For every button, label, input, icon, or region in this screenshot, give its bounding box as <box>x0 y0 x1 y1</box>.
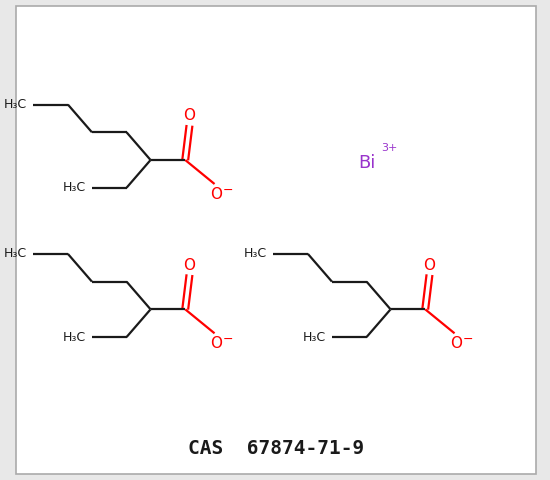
Text: H₃C: H₃C <box>4 98 27 111</box>
Text: H₃C: H₃C <box>244 247 267 260</box>
Text: Bi: Bi <box>359 154 376 172</box>
Text: H₃C: H₃C <box>62 181 85 194</box>
Text: −: − <box>463 333 473 346</box>
Text: O: O <box>424 258 436 273</box>
Text: O: O <box>184 108 195 123</box>
Text: O: O <box>184 258 195 273</box>
Text: H₃C: H₃C <box>4 247 27 260</box>
Text: H₃C: H₃C <box>62 331 85 344</box>
Text: −: − <box>223 184 233 197</box>
Text: O: O <box>210 187 222 202</box>
Text: CAS  67874-71-9: CAS 67874-71-9 <box>188 439 364 457</box>
Text: −: − <box>223 333 233 346</box>
Text: H₃C: H₃C <box>302 331 326 344</box>
Text: O: O <box>210 336 222 351</box>
Text: 3+: 3+ <box>381 143 397 153</box>
Text: O: O <box>450 336 462 351</box>
